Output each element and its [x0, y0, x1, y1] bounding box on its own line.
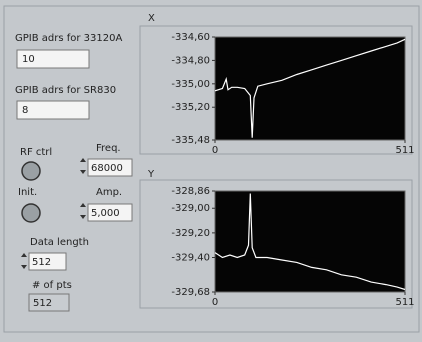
y-tick-label: -329,00 [171, 203, 210, 214]
x-tick-label: 0 [212, 297, 218, 308]
y-tick-label: -335,00 [171, 79, 210, 90]
y-tick-label: -329,68 [171, 287, 210, 298]
y-tick-label: -328,86 [171, 186, 210, 197]
input-value[interactable]: 10 [22, 54, 35, 65]
numeric-value[interactable]: 68000 [91, 163, 123, 174]
y-tick-label: -335,48 [171, 135, 210, 146]
numeric-value[interactable]: 512 [32, 257, 51, 268]
indicator-value: 512 [33, 298, 52, 309]
plot-area [215, 191, 405, 292]
x-tick-label: 0 [212, 145, 218, 156]
label: Data length [30, 237, 89, 248]
label: Amp. [96, 187, 122, 198]
front-panel: GPIB adrs for 33120A 10 GPIB adrs for SR… [0, 0, 422, 338]
chart-title: Y [147, 169, 155, 180]
label: Freq. [96, 143, 121, 154]
input-value[interactable]: 8 [22, 105, 28, 116]
x-tick-label: 511 [395, 145, 414, 156]
label: # of pts [32, 280, 72, 291]
led-button[interactable] [22, 162, 40, 180]
led-button[interactable] [22, 204, 40, 222]
y-tick-label: -334,80 [171, 55, 210, 66]
page: {"controls": { "gpib_33120a": {"label": … [0, 0, 422, 338]
label: GPIB adrs for SR830 [15, 85, 116, 96]
numeric-value[interactable]: 5,000 [91, 208, 120, 219]
x-tick-label: 511 [395, 297, 414, 308]
y-tick-label: -334,60 [171, 32, 210, 43]
label: Init. [18, 187, 37, 198]
y-tick-label: -329,20 [171, 228, 210, 239]
chart-title: X [148, 13, 155, 24]
y-tick-label: -329,40 [171, 253, 210, 264]
label: GPIB adrs for 33120A [15, 33, 122, 44]
y-tick-label: -335,20 [171, 102, 210, 113]
label: RF ctrl [20, 147, 52, 158]
